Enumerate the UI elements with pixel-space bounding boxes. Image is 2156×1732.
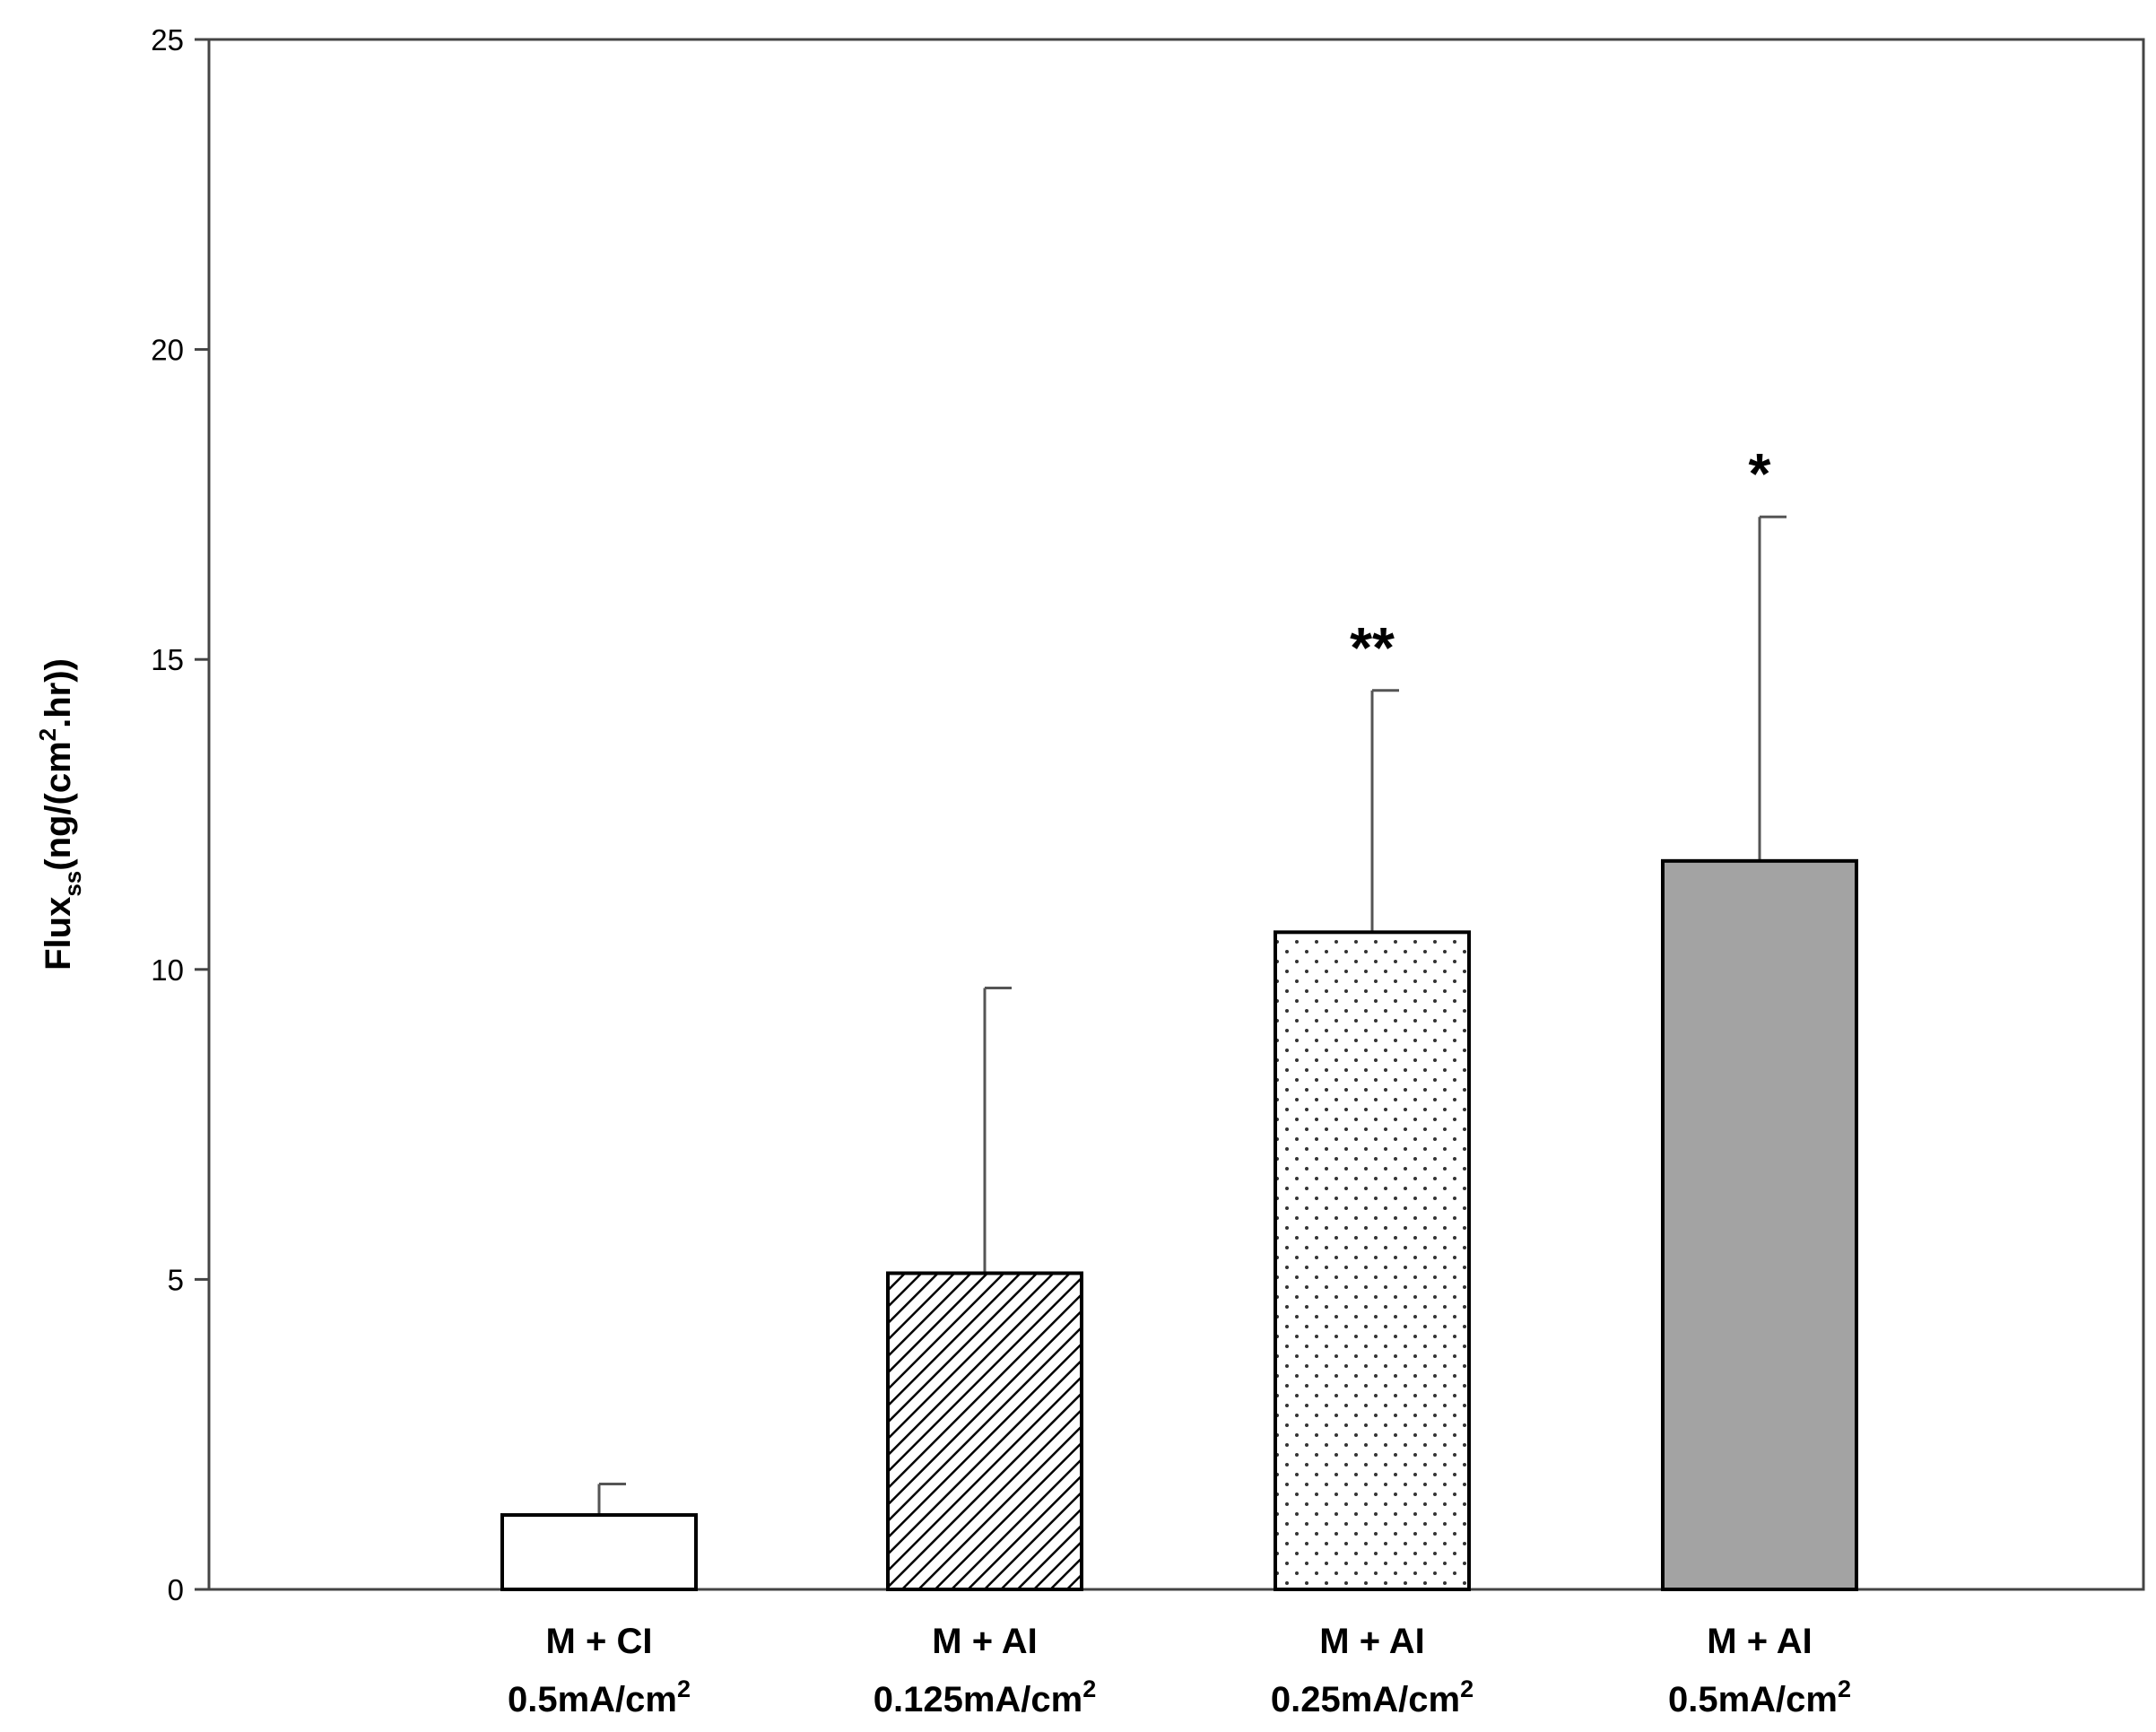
y-tick-label: 5 bbox=[168, 1263, 184, 1296]
y-tick-label: 25 bbox=[151, 23, 184, 57]
x-category-label-line1: M + AI bbox=[1707, 1622, 1812, 1661]
bar bbox=[1274, 930, 1471, 1591]
x-category-label-line1: M + AI bbox=[932, 1622, 1037, 1661]
y-axis-label: Fluxss(ng/(cm2.hr)) bbox=[34, 658, 86, 970]
significance-marker: ** bbox=[1350, 615, 1395, 680]
y-axis-label-unit-end: .hr)) bbox=[39, 658, 78, 728]
plot-area-frame bbox=[207, 38, 2145, 1591]
y-tick-label: 20 bbox=[151, 334, 184, 367]
x-axis-labels: M + CI 0.5mA/cm2 M + AI 0.125mA/cm2 M + AI 0.… bbox=[508, 1622, 1851, 1719]
y-axis-label-unit-superscript: 2 bbox=[34, 728, 61, 741]
bar bbox=[886, 1271, 1083, 1592]
y-tick-label: 0 bbox=[168, 1573, 184, 1606]
x-category-label-line2: 0.5mA/cm2 bbox=[508, 1675, 691, 1719]
x-category-label-line2: 0.25mA/cm2 bbox=[1271, 1675, 1474, 1719]
y-tick-label: 10 bbox=[151, 953, 184, 987]
x-category-label-line1: M + AI bbox=[1319, 1622, 1424, 1661]
y-axis-label-unit: (ng/(cm bbox=[39, 741, 78, 870]
bars: *** bbox=[500, 441, 1858, 1592]
x-category-label-line2: 0.5mA/cm2 bbox=[1668, 1675, 1851, 1719]
y-tick-label: 15 bbox=[151, 643, 184, 676]
x-category-label-line1: M + CI bbox=[546, 1622, 653, 1661]
y-axis: 0 5 10 15 20 25 bbox=[151, 23, 209, 1606]
bar bbox=[1661, 858, 1858, 1591]
y-axis-label-subscript: ss bbox=[59, 871, 86, 897]
y-axis-label-main: Flux bbox=[39, 897, 78, 970]
bar bbox=[500, 1513, 698, 1592]
significance-marker: * bbox=[1749, 441, 1771, 506]
x-category-label-line2: 0.125mA/cm2 bbox=[874, 1675, 1097, 1719]
